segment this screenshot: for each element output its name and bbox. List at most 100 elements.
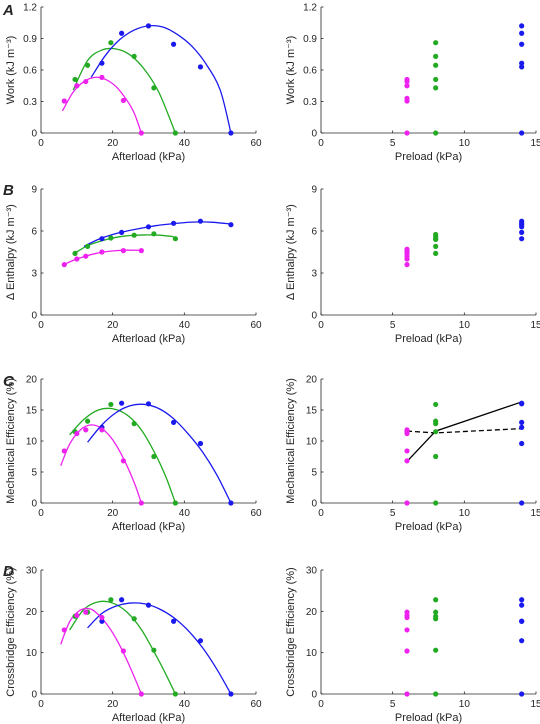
green-data-point (433, 453, 439, 460)
magenta-data-point (404, 130, 410, 136)
y-tick-label: 15 (26, 406, 38, 417)
x-tick-label: 5 (390, 699, 396, 710)
green-data-point (108, 235, 114, 241)
magenta-data-point (404, 262, 410, 268)
magenta-data-point (404, 500, 410, 506)
blue-data-point (170, 419, 177, 425)
blue-data-point (228, 130, 234, 136)
green-data-point (84, 243, 91, 249)
blue-data-point (519, 236, 525, 242)
green-data-point (433, 429, 439, 435)
magenta-data-point (83, 253, 89, 259)
y-tick-label: 0 (311, 311, 317, 322)
x-tick-label: 20 (107, 508, 119, 519)
magenta-data-point (61, 98, 67, 104)
chart-panel-4: 0 5 10 15 0 3 6 9 Preload (kPa) ∆ Enthalpy (kJ m⁻… (285, 185, 540, 346)
green-data-point (433, 401, 439, 408)
x-tick-label: 0 (318, 508, 324, 519)
green-data-point (433, 616, 439, 622)
x-tick-label: 15 (530, 508, 540, 519)
green-data-point (433, 62, 439, 68)
magenta-data-point (138, 248, 144, 254)
magenta-data-point (404, 430, 410, 437)
blue-data-point (519, 597, 525, 603)
blue-data-point (119, 30, 125, 36)
y-axis-label: ∆ Enthalpy (kJ m⁻³) (5, 204, 17, 300)
x-axis-label: Afterload (kPa) (112, 151, 185, 163)
blue-data-point (228, 500, 234, 506)
magenta-data-point (138, 691, 144, 697)
x-axis-label: Preload (kPa) (395, 333, 462, 345)
green-data-point (84, 62, 91, 68)
green-data-point (172, 500, 178, 506)
x-tick-label: 60 (250, 138, 262, 149)
y-tick-label: 30 (306, 566, 318, 577)
magenta-data-point (404, 98, 410, 104)
chart-panel-3: 0 20 40 60 0 3 6 9 Afterload (kPa) ∆ Enthalpy (kJ… (3, 182, 262, 345)
green-data-point (433, 130, 439, 136)
y-tick-label: 10 (26, 437, 38, 448)
x-tick-label: 5 (390, 320, 396, 331)
y-tick-label: 0 (31, 311, 37, 322)
green-data-point (108, 597, 114, 603)
magenta-data-point (138, 500, 144, 506)
y-tick-label: 20 (306, 607, 318, 618)
y-tick-label: 30 (26, 566, 38, 577)
x-axis-label: Preload (kPa) (395, 521, 462, 533)
green-data-point (433, 609, 439, 615)
x-tick-label: 60 (250, 508, 262, 519)
x-tick-label: 0 (38, 699, 44, 710)
blue-fit-curve (83, 221, 231, 247)
x-tick-label: 0 (318, 138, 324, 149)
y-tick-label: 1.2 (23, 3, 37, 14)
blue-data-point (197, 218, 204, 224)
blue-data-point (145, 23, 152, 29)
magenta-data-point (83, 609, 89, 615)
magenta-data-point (74, 256, 80, 262)
y-tick-label: 0 (311, 690, 317, 701)
y-tick-label: 0 (31, 499, 37, 510)
green-data-point (151, 647, 157, 653)
blue-data-point (519, 60, 525, 66)
y-tick-label: 0.9 (303, 34, 317, 45)
magenta-data-point (99, 427, 105, 433)
magenta-data-point (138, 130, 144, 136)
y-tick-label: 0 (311, 499, 317, 510)
magenta-fit-curve (60, 424, 142, 504)
x-tick-label: 20 (107, 320, 119, 331)
magenta-data-point (404, 256, 410, 262)
green-data-point (433, 243, 439, 249)
green-data-point (433, 647, 439, 653)
y-tick-label: 9 (311, 185, 317, 196)
x-tick-label: 15 (530, 699, 540, 710)
green-data-point (131, 232, 137, 238)
y-tick-label: 9 (31, 185, 37, 196)
blue-data-point (170, 41, 177, 47)
panel-letter: A (2, 2, 14, 19)
y-tick-label: 0.6 (23, 66, 37, 77)
y-axis-label: Crossbridge Efficiency (%) (5, 567, 17, 696)
green-data-point (433, 250, 439, 256)
x-tick-label: 40 (179, 699, 191, 710)
green-data-point (108, 40, 114, 46)
blue-fit-curve (87, 602, 232, 695)
magenta-data-point (61, 627, 67, 633)
magenta-data-point (404, 691, 410, 697)
y-tick-label: 20 (306, 375, 318, 386)
panel-letter: D (3, 563, 14, 580)
chart-panel-5: 0 20 40 60 0 5 10 15 20 Afterload (kPa) Mechanical… (3, 373, 262, 533)
x-tick-label: 5 (390, 508, 396, 519)
y-tick-label: 0 (311, 129, 317, 140)
green-data-point (72, 250, 78, 256)
magenta-data-point (404, 83, 410, 89)
green-fit-curve (72, 47, 176, 134)
y-tick-label: 6 (311, 227, 317, 238)
x-axis-label: Preload (kPa) (395, 712, 462, 724)
blue-data-point (228, 222, 234, 228)
blue-data-point (119, 597, 125, 603)
x-tick-label: 10 (459, 138, 471, 149)
y-axis-label: Work (kJ m⁻³) (5, 36, 17, 105)
x-tick-label: 0 (318, 320, 324, 331)
blue-data-point (145, 401, 152, 407)
y-tick-label: 5 (311, 468, 317, 479)
